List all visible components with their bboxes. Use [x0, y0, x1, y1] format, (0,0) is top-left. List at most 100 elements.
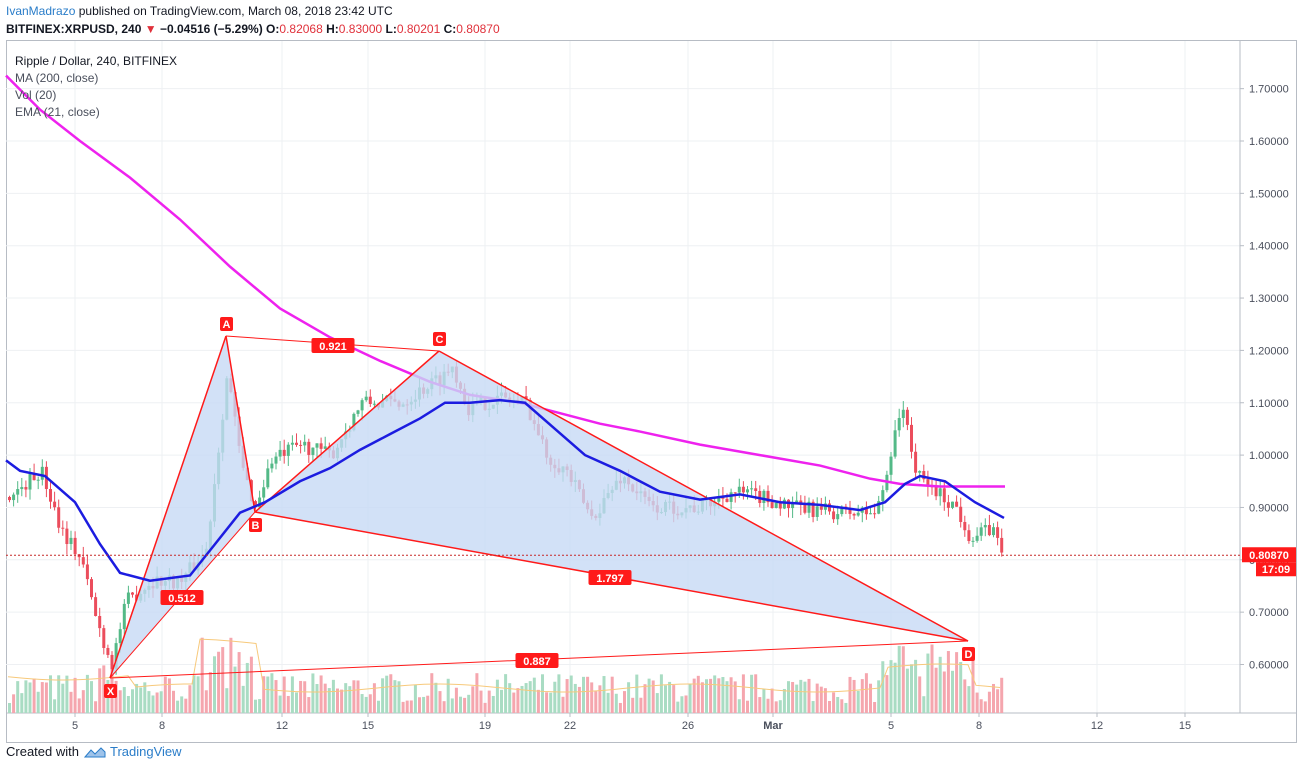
volume-bar: [270, 673, 274, 713]
time-tick-label: 22: [564, 720, 576, 732]
volume-bar: [573, 683, 577, 713]
volume-bar: [889, 660, 893, 713]
volume-bar: [344, 683, 348, 713]
volume-bar: [176, 700, 180, 713]
volume-bar: [467, 694, 471, 713]
volume-bar: [475, 673, 479, 713]
volume-bar: [135, 683, 139, 713]
volume-bar: [983, 701, 987, 713]
volume-bar: [118, 690, 122, 713]
candle-body: [73, 537, 77, 555]
volume-bar: [40, 682, 44, 713]
candle-body: [766, 490, 770, 503]
price-tick-label: 1.60000: [1249, 136, 1289, 148]
open-label: O:: [266, 22, 280, 36]
volume-bar: [196, 676, 200, 713]
volume-bar: [848, 676, 852, 713]
volume-bar: [520, 685, 524, 713]
volume-bar: [614, 693, 618, 713]
candle-body: [311, 447, 315, 455]
candle-body: [996, 527, 1000, 538]
ratio-label-a-c: 0.921: [319, 341, 347, 353]
legend-title: Ripple / Dollar, 240, BITFINEX: [15, 54, 178, 68]
tradingview-logo-icon: [83, 746, 106, 758]
volume-bar: [922, 696, 926, 713]
tradingview-brand-link[interactable]: TradingView: [110, 744, 182, 759]
candle-body: [803, 504, 807, 513]
author-link[interactable]: IvanMadrazo: [6, 4, 76, 18]
time-tick-label: 5: [888, 720, 894, 732]
volume-bar: [188, 685, 192, 713]
chart-frame[interactable]: [6, 40, 1297, 743]
candle-body: [319, 443, 323, 449]
volume-bar: [61, 683, 65, 713]
candle-body: [922, 471, 926, 480]
volume-bar: [167, 678, 171, 713]
volume-bar: [914, 659, 918, 713]
ratio-label-bg: [311, 338, 355, 353]
volume-bar: [598, 685, 602, 713]
candle-body: [372, 403, 376, 405]
volume-bar: [98, 668, 102, 713]
volume-bar: [364, 696, 368, 713]
candle-body: [49, 489, 52, 502]
candle-body: [24, 487, 28, 490]
candle-body: [8, 496, 11, 501]
candle-body: [873, 513, 877, 515]
candle-body: [315, 443, 319, 448]
volume-bar: [479, 690, 483, 713]
candle-body: [815, 506, 819, 517]
volume-bar: [352, 680, 356, 713]
candle-body: [856, 512, 860, 516]
time-tick-label: 8: [976, 720, 982, 732]
volume-bar: [807, 678, 811, 713]
candle-body: [987, 525, 991, 536]
volume-bar: [430, 673, 434, 713]
volume-bar: [85, 674, 89, 713]
volume-bar: [811, 701, 815, 713]
volume-bar: [832, 692, 836, 713]
volume-bar: [680, 696, 684, 713]
last-price-tag: [1242, 547, 1296, 563]
time-tick-label: 8: [159, 720, 165, 732]
ratio-label-x-d: 0.887: [523, 656, 551, 668]
candle-body: [323, 446, 327, 449]
volume-bar: [508, 683, 512, 713]
volume-bar: [434, 682, 438, 713]
volume-bar: [623, 691, 626, 713]
volume-bar: [249, 656, 253, 713]
candle-body: [889, 456, 893, 475]
volume-bar: [450, 698, 454, 713]
published-text: published on TradingView.com, March 08, …: [78, 4, 393, 18]
volume-bar: [840, 699, 844, 713]
volume-bar: [758, 697, 762, 713]
time-tick-label: 12: [276, 720, 288, 732]
volume-bar: [180, 696, 184, 713]
volume-bar: [676, 701, 680, 713]
volume-bar: [873, 702, 877, 713]
volume-bar: [553, 681, 557, 713]
point-label-bg: [220, 317, 233, 331]
volume-bar: [348, 686, 352, 713]
volume-bar: [229, 637, 233, 713]
volume-bar: [627, 682, 631, 713]
candle-body: [836, 514, 840, 520]
volume-bar: [36, 691, 40, 713]
candle-body: [356, 410, 360, 414]
volume-bar: [725, 681, 729, 713]
candle-body: [848, 507, 852, 514]
close-label: C:: [443, 22, 457, 36]
volume-bar: [405, 700, 409, 713]
volume-bar: [221, 647, 225, 713]
close-value: 0.80870: [456, 22, 500, 36]
volume-bar: [741, 674, 745, 713]
point-label-bg: [104, 684, 117, 698]
candle-body: [36, 479, 40, 481]
volume-bar: [262, 676, 266, 713]
candle-body: [57, 507, 61, 528]
volume-bar: [266, 676, 270, 713]
candle-body: [12, 494, 16, 501]
volume-bar: [852, 679, 856, 713]
volume-bar: [778, 700, 782, 713]
